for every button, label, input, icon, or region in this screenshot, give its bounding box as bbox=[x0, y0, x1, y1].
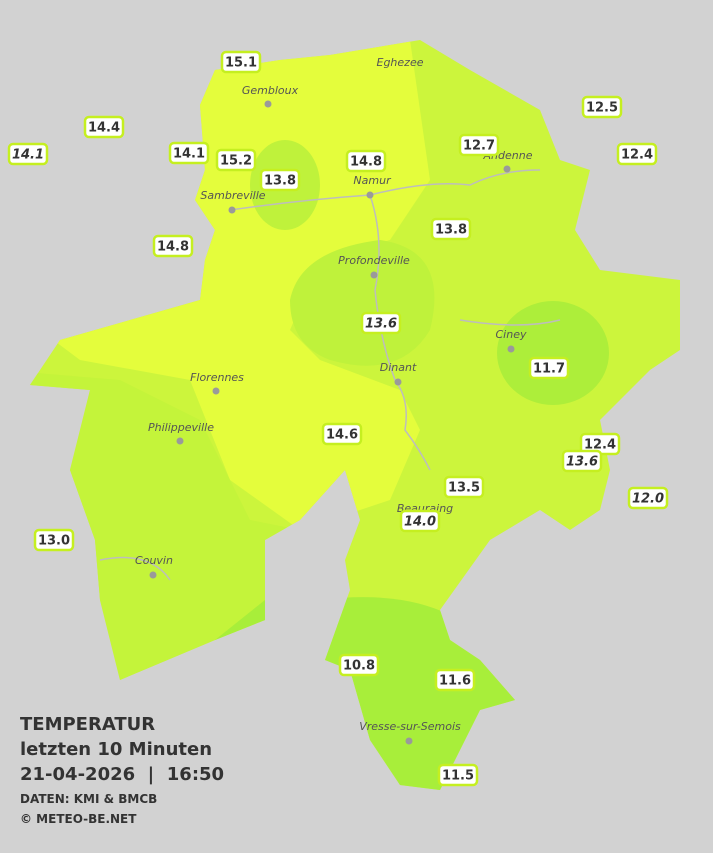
station-value: 14.0 bbox=[404, 515, 436, 530]
station-box bbox=[321, 422, 363, 446]
town-label: Couvin bbox=[135, 554, 173, 567]
station-value: 12.0 bbox=[632, 492, 664, 507]
copyright: © METEO-BE.NET bbox=[20, 812, 137, 826]
station-value: 12.4 bbox=[621, 148, 653, 163]
town-dot bbox=[366, 191, 374, 199]
station-box bbox=[338, 653, 380, 677]
station-value: 13.8 bbox=[435, 223, 467, 238]
station-value: 15.1 bbox=[225, 56, 257, 71]
town-label: Sambreville bbox=[200, 189, 265, 202]
station-value: 11.6 bbox=[439, 674, 471, 689]
title: TEMPERATUR bbox=[20, 714, 155, 735]
town-label: Florennes bbox=[190, 371, 244, 384]
station-box bbox=[627, 486, 669, 510]
station-value: 12.5 bbox=[586, 101, 618, 116]
town-label: Namur bbox=[353, 174, 392, 187]
station-value: 11.5 bbox=[442, 769, 474, 784]
station-value: 11.7 bbox=[533, 362, 565, 377]
station-value: 13.6 bbox=[566, 455, 598, 470]
station-box bbox=[528, 356, 570, 380]
station-box bbox=[33, 528, 75, 552]
town-dot bbox=[264, 100, 272, 108]
town-label: Gembloux bbox=[242, 84, 299, 97]
town-dot bbox=[507, 345, 515, 353]
station-value: 14.4 bbox=[88, 121, 120, 136]
station-box bbox=[152, 234, 194, 258]
station-box bbox=[434, 668, 476, 692]
subtitle: letzten 10 Minuten bbox=[20, 739, 212, 760]
station-box bbox=[259, 168, 301, 192]
town-dot bbox=[503, 165, 511, 173]
town-label: Dinant bbox=[380, 361, 417, 374]
town-dot bbox=[212, 387, 220, 395]
town-dot bbox=[405, 737, 413, 745]
station-box bbox=[443, 475, 485, 499]
town-dot bbox=[176, 437, 184, 445]
station-value: 14.1 bbox=[173, 147, 205, 162]
station-box bbox=[360, 311, 402, 335]
station-box bbox=[399, 509, 441, 533]
town-dot bbox=[394, 378, 402, 386]
station-box bbox=[581, 95, 623, 119]
station-value: 13.6 bbox=[365, 317, 397, 332]
station-box bbox=[215, 148, 257, 172]
station-box bbox=[561, 449, 603, 473]
station-value: 13.5 bbox=[448, 481, 480, 496]
station-box bbox=[616, 142, 658, 166]
datetime: 21-04-2026 | 16:50 bbox=[20, 764, 224, 785]
station-value: 13.0 bbox=[38, 534, 70, 549]
town-dot bbox=[149, 571, 157, 579]
source: DATEN: KMI & BMCB bbox=[20, 792, 157, 806]
station-box bbox=[7, 142, 49, 166]
town-label: Ciney bbox=[496, 328, 527, 341]
town-label: Profondeville bbox=[338, 254, 410, 267]
station-box bbox=[220, 50, 262, 74]
station-box bbox=[458, 133, 500, 157]
station-value: 15.2 bbox=[220, 154, 252, 169]
rivers bbox=[99, 169, 561, 581]
station-value: 10.8 bbox=[343, 659, 375, 674]
town-dot bbox=[228, 206, 236, 214]
station-value: 13.8 bbox=[264, 174, 296, 189]
station-value: 14.1 bbox=[12, 148, 44, 163]
station-box bbox=[345, 149, 387, 173]
station-value: 14.8 bbox=[350, 155, 382, 170]
station-box bbox=[437, 763, 479, 787]
station-value: 14.6 bbox=[326, 428, 358, 443]
station-value: 12.4 bbox=[584, 438, 616, 453]
town-label: Eghezee bbox=[377, 56, 424, 69]
station-value: 12.7 bbox=[463, 139, 495, 154]
station-box bbox=[83, 115, 125, 139]
town-label: Vresse-sur-Semois bbox=[359, 720, 461, 733]
station-box bbox=[430, 217, 472, 241]
station-value: 14.8 bbox=[157, 240, 189, 255]
town-label: Philippeville bbox=[148, 421, 214, 434]
town-dot bbox=[370, 271, 378, 279]
station-box bbox=[168, 141, 210, 165]
